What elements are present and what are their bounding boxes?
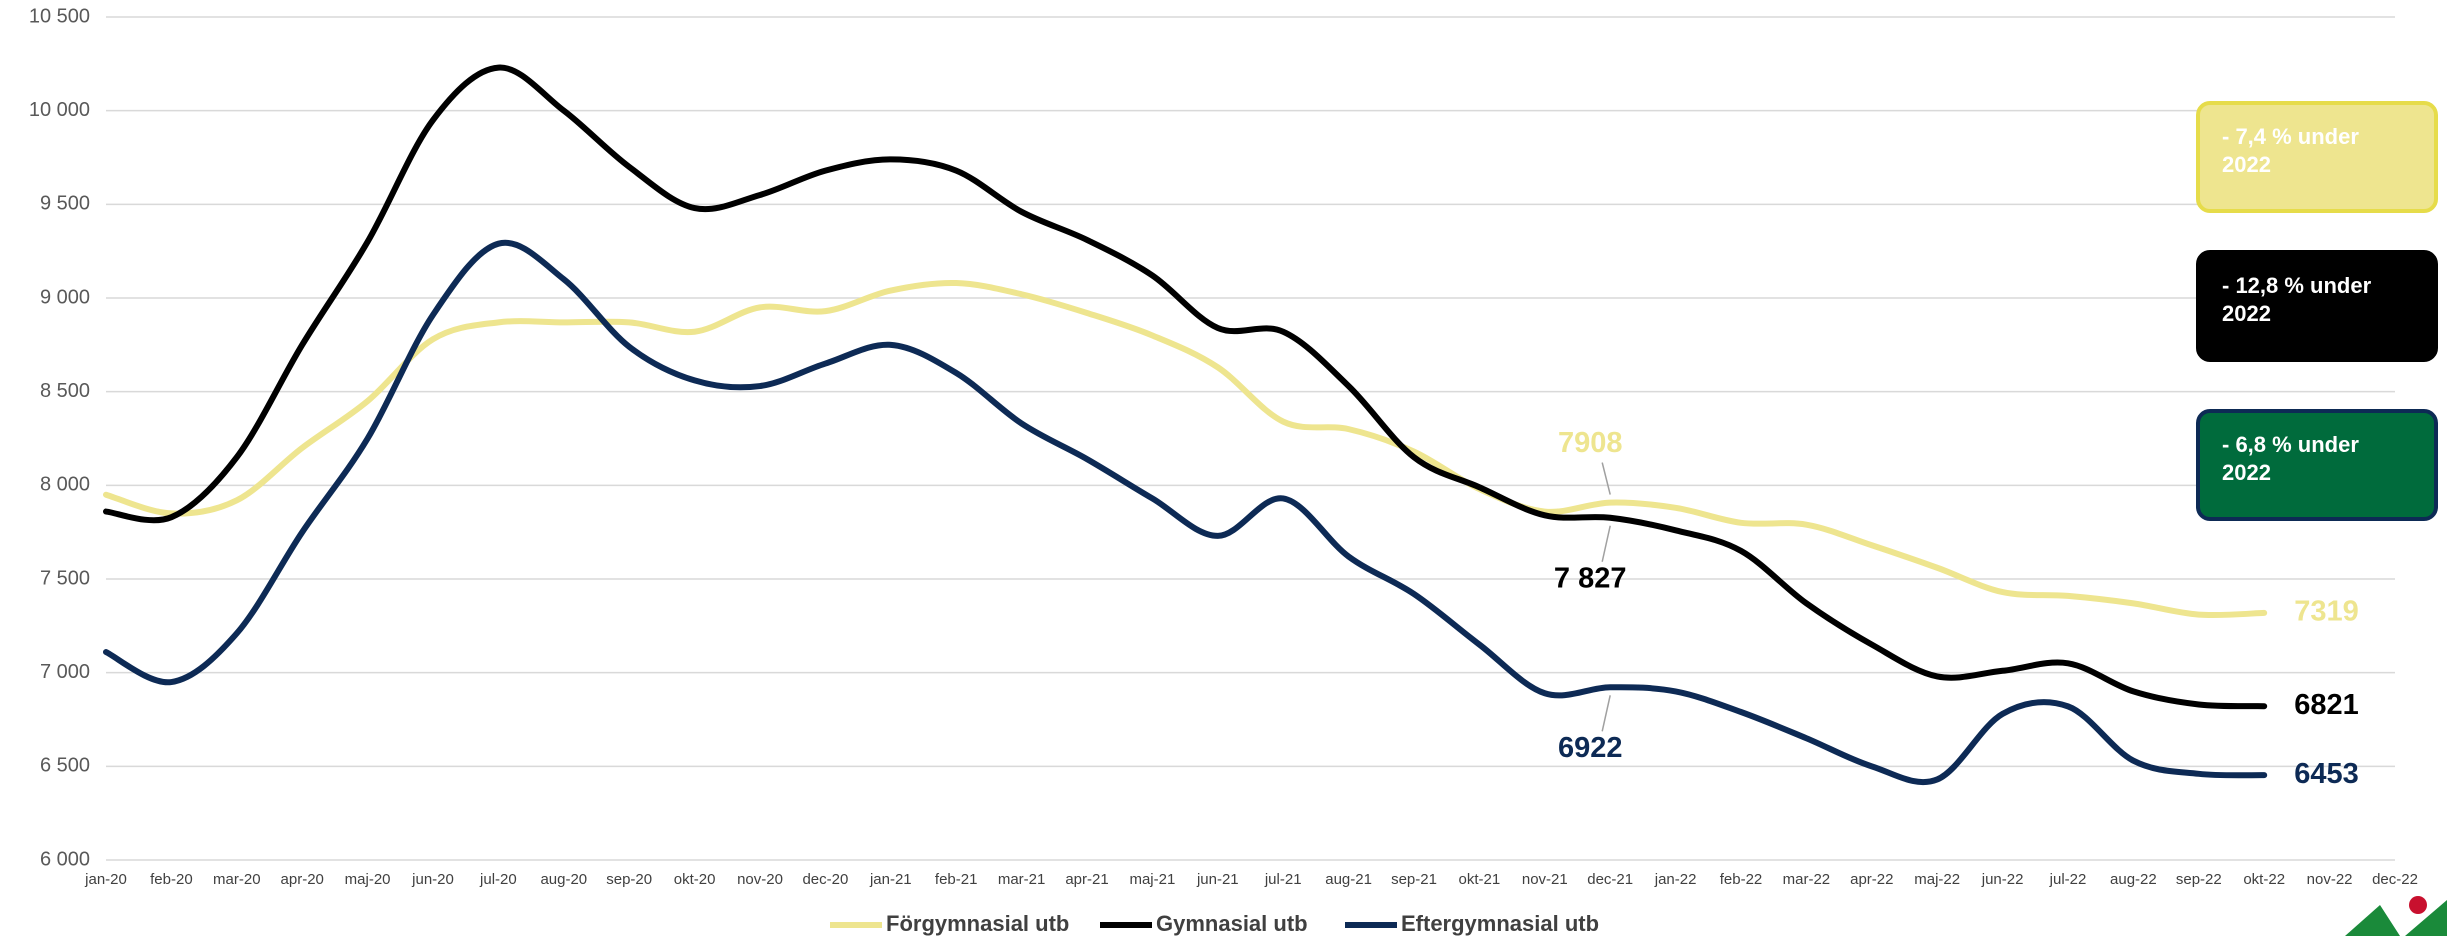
y-tick-label: 10 500 [29, 5, 90, 27]
legend-label: Förgymnasial utb [886, 911, 1069, 936]
leader-line [1601, 462, 1611, 495]
x-tick-label: sep-22 [2176, 871, 2222, 888]
x-tick-label: aug-22 [2110, 871, 2157, 888]
annotation-box: - 12,8 % under 2022 [2196, 250, 2438, 362]
x-tick-label: mar-20 [213, 871, 261, 888]
y-tick-label: 10 000 [29, 99, 90, 121]
x-tick-label: dec-22 [2372, 871, 2418, 888]
x-tick-label: mar-22 [1783, 871, 1831, 888]
x-tick-label: feb-20 [150, 871, 193, 888]
value-label: 6922 [1558, 732, 1623, 764]
x-tick-label: jan-22 [1654, 871, 1697, 888]
series-line [103, 64, 2268, 710]
value-label: 7 827 [1554, 562, 1627, 594]
x-tick-label: nov-21 [1522, 871, 1568, 888]
x-tick-label: mar-21 [998, 871, 1046, 888]
x-tick-label: apr-20 [281, 871, 324, 888]
value-label: 7319 [2294, 596, 2359, 628]
y-tick-label: 8 500 [40, 380, 90, 402]
x-tick-label: okt-20 [674, 871, 716, 888]
legend-label: Eftergymnasial utb [1401, 911, 1599, 936]
x-tick-label: aug-21 [1325, 871, 1372, 888]
x-tick-label: maj-20 [345, 871, 391, 888]
x-tick-label: dec-20 [802, 871, 848, 888]
y-tick-label: 6 000 [40, 848, 90, 870]
x-tick-label: feb-21 [935, 871, 978, 888]
leader-line [1601, 695, 1611, 732]
value-label: 6453 [2294, 758, 2359, 790]
y-tick-label: 9 500 [40, 193, 90, 215]
x-tick-label: jun-21 [1196, 871, 1239, 888]
x-tick-label: apr-22 [1850, 871, 1893, 888]
y-tick-label: 6 500 [40, 755, 90, 777]
x-tick-label: maj-22 [1914, 871, 1960, 888]
y-tick-label: 9 000 [40, 286, 90, 308]
x-tick-label: aug-20 [540, 871, 587, 888]
y-tick-label: 8 000 [40, 474, 90, 496]
series-line [103, 239, 2268, 786]
x-tick-label: jul-21 [1264, 871, 1302, 888]
logo [2345, 896, 2447, 936]
annotation-box: - 6,8 % under 2022 [2196, 409, 2438, 521]
leader-line [1601, 525, 1611, 562]
value-label: 7908 [1558, 427, 1623, 459]
x-tick-label: nov-22 [2307, 871, 2353, 888]
x-tick-label: apr-21 [1065, 871, 1108, 888]
value-label: 6821 [2294, 689, 2359, 721]
annotation-box: - 7,4 % under 2022 [2196, 101, 2438, 213]
x-tick-label: okt-22 [2243, 871, 2285, 888]
x-tick-label: okt-21 [1459, 871, 1501, 888]
x-tick-label: jan-21 [869, 871, 912, 888]
series-line [103, 279, 2268, 619]
x-tick-label: sep-21 [1391, 871, 1437, 888]
y-tick-label: 7 500 [40, 567, 90, 589]
x-tick-label: jun-20 [411, 871, 454, 888]
x-tick-label: sep-20 [606, 871, 652, 888]
legend-label: Gymnasial utb [1156, 911, 1308, 936]
x-tick-label: jan-20 [84, 871, 127, 888]
x-tick-label: jul-20 [479, 871, 517, 888]
x-tick-label: jul-22 [2049, 871, 2087, 888]
x-tick-label: jun-22 [1981, 871, 2024, 888]
x-tick-label: dec-21 [1587, 871, 1633, 888]
y-tick-label: 7 000 [40, 661, 90, 683]
x-tick-label: maj-21 [1129, 871, 1175, 888]
x-tick-label: feb-22 [1720, 871, 1763, 888]
x-tick-label: nov-20 [737, 871, 783, 888]
